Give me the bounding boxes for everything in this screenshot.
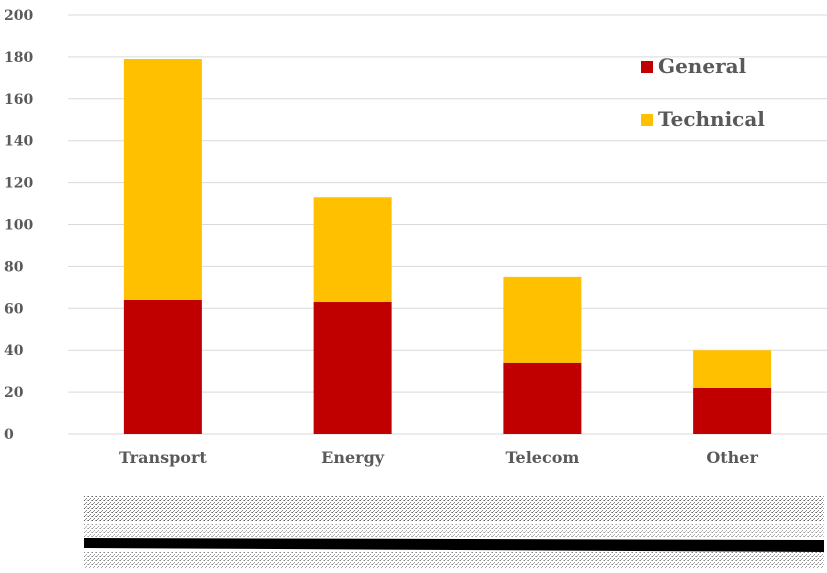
bar-general-telecom — [503, 362, 582, 434]
legend-label-general: General — [658, 54, 747, 78]
y-tick-label: 100 — [4, 218, 33, 234]
y-tick-label: 200 — [4, 8, 33, 24]
footer-noise-top — [84, 496, 824, 522]
footer-scan-noise — [84, 496, 824, 568]
x-category-label: Other — [706, 448, 758, 467]
bar-technical-telecom — [503, 276, 582, 363]
bar-technical-other — [693, 350, 772, 388]
y-tick-label: 0 — [4, 427, 14, 443]
bar-technical-energy — [313, 197, 392, 303]
footer-noise-mid — [84, 524, 824, 538]
bars — [123, 58, 772, 434]
y-tick-label: 40 — [4, 343, 24, 359]
bar-general-transport — [123, 299, 202, 434]
footer-noise-bottom — [84, 552, 824, 568]
legend-swatch-technical — [641, 114, 653, 126]
x-category-label: Telecom — [505, 448, 579, 467]
y-tick-label: 60 — [4, 301, 24, 317]
y-axis-ticks: 0 20 40 60 80 100 120 140 160 180 200 — [4, 8, 33, 443]
bar-technical-transport — [123, 58, 202, 300]
y-tick-label: 160 — [4, 92, 33, 108]
y-tick-label: 20 — [4, 385, 24, 401]
x-category-label: Transport — [119, 448, 207, 467]
bar-general-energy — [313, 302, 392, 434]
x-axis-categories: Transport Energy Telecom Other — [119, 448, 759, 467]
y-tick-label: 140 — [4, 134, 33, 150]
y-tick-label: 180 — [4, 50, 33, 66]
legend: General Technical — [641, 54, 765, 131]
y-tick-label: 120 — [4, 176, 33, 192]
bar-general-other — [693, 387, 772, 434]
footer-black-band — [84, 538, 824, 552]
x-category-label: Energy — [321, 448, 385, 467]
legend-swatch-general — [641, 61, 653, 73]
legend-label-technical: Technical — [658, 107, 765, 131]
y-tick-label: 80 — [4, 259, 24, 275]
